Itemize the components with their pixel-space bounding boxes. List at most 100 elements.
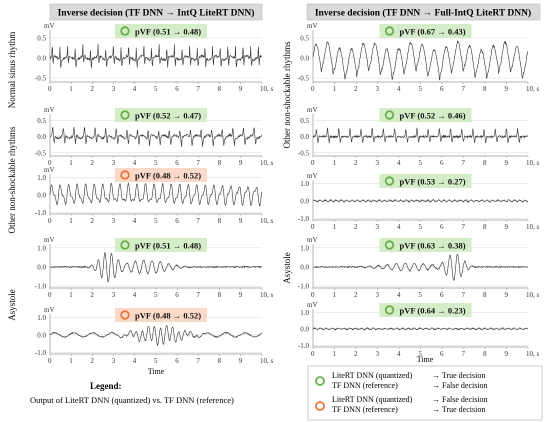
x-tick-label: 9 xyxy=(239,85,243,93)
x-tick-label: 0 xyxy=(48,357,52,365)
x-tick-label: 1 xyxy=(69,85,73,93)
x-tick-label: 1 xyxy=(69,217,73,225)
x-tick-label: 9 xyxy=(239,159,243,167)
green-circle-icon xyxy=(384,305,395,315)
legend-orange-line2-right: → True decision xyxy=(432,405,485,414)
ecg-trace xyxy=(49,252,263,283)
y-tick-label: 1.0 xyxy=(37,314,46,322)
y-tick-label: -1.0 xyxy=(298,283,310,291)
y-tick-label: 0.0 xyxy=(300,133,309,141)
x-tick-label: 3 xyxy=(376,350,380,358)
legend-green-line1-right: → True decision xyxy=(432,371,485,380)
x-tick-label: 6 xyxy=(440,350,444,358)
row-label-other-right: Other non-shockable rhythms xyxy=(282,41,292,148)
panel-right-other-2: 1.0 0.0 -1.0 mV 0 1 2 3 4 5 6 7 8 9 10, s pVF (0.53 → 0… xyxy=(298,172,540,231)
x-tick-label: 8 xyxy=(483,291,487,299)
x-tick-label: 3 xyxy=(376,291,380,299)
left-header-box xyxy=(49,3,263,21)
time-label-left: Time xyxy=(148,367,165,376)
y-tick-label: -1.0 xyxy=(298,342,310,350)
y-tick-label: -1.0 xyxy=(35,283,47,291)
y-tick-label: 0.0 xyxy=(300,197,309,205)
right-header: Inverse decision (TF DNN → Full-IntQ Lit… xyxy=(315,8,531,19)
x-tick-label: 7 xyxy=(462,85,466,93)
unit-label: mV xyxy=(44,166,55,174)
x-tick-label: 6 xyxy=(440,223,444,231)
panel-left-normal-sinus: 0.5 0.0 -0.5 mV 0 1 2 3 4 5 6 7 8 9 10, s pVF (0.51 → 0… xyxy=(35,22,274,93)
y-tick-label: 0.5 xyxy=(300,117,309,125)
x-tick-label: 0 xyxy=(311,223,315,231)
x-tick-label: 7 xyxy=(462,350,466,358)
x-tick-label: 3 xyxy=(112,217,116,225)
ecg-trace xyxy=(49,126,263,147)
y-tick-label: -1.0 xyxy=(298,215,310,223)
left-header: Inverse decision (TF DNN → IntQ LiteRT D… xyxy=(58,8,255,19)
unit-label: mV xyxy=(44,236,55,244)
pvf-badge xyxy=(115,108,207,122)
ecg-trace xyxy=(49,182,263,207)
x-tick-label: 4 xyxy=(133,159,137,167)
x-tick-label: 6 xyxy=(440,159,444,167)
legend-orange-line1-left: LiteRT DNN (quantized) xyxy=(332,395,413,404)
x-tick-label: 1 xyxy=(333,85,337,93)
x-tick-label: 10, s xyxy=(526,159,540,167)
x-tick-label: 9 xyxy=(505,291,509,299)
x-tick-label: 3 xyxy=(376,159,380,167)
green-circle-icon xyxy=(120,26,130,36)
x-tick-label: 0 xyxy=(48,217,52,225)
legend-title: Legend: xyxy=(90,381,122,391)
y-tick-label: 0.5 xyxy=(37,117,46,125)
x-tick-label: 7 xyxy=(196,159,200,167)
panel-right-asystole-2: 1.0 0.0 -1.0 mV 0 1 2 3 4 5 6 7 8 9 10, s pVF (0.64 → 0… xyxy=(298,301,540,358)
x-tick-label: 10, s xyxy=(260,291,274,299)
x-tick-label: 8 xyxy=(483,159,487,167)
pvf-badge-label: pVF (0.48 → 0.52) xyxy=(135,171,201,181)
x-tick-label: 3 xyxy=(376,85,380,93)
x-tick-label: 6 xyxy=(440,85,444,93)
x-tick-label: 7 xyxy=(196,291,200,299)
y-tick-label: -0.5 xyxy=(298,75,310,83)
green-circle-icon xyxy=(384,110,395,120)
x-tick-label: 9 xyxy=(505,350,509,358)
x-tick-label: 8 xyxy=(218,291,222,299)
panel-left-other-1: 0.5 0.0 -0.5 mV 0 1 2 3 4 5 6 7 8 9 10, s pVF (0.52 → 0… xyxy=(35,106,274,167)
x-tick-label: 8 xyxy=(483,223,487,231)
time-label-right: Time xyxy=(417,355,434,364)
x-tick-label: 7 xyxy=(462,223,466,231)
pvf-badge-label: pVF (0.52 → 0.46) xyxy=(400,111,466,121)
y-tick-label: 0.0 xyxy=(37,55,46,63)
x-tick-label: 9 xyxy=(505,223,509,231)
x-tick-label: 3 xyxy=(112,85,116,93)
x-tick-label: 10, s xyxy=(526,291,540,299)
x-tick-label: 10, s xyxy=(526,223,540,231)
y-tick-label: -1.0 xyxy=(35,209,47,217)
legend-green-circle-icon xyxy=(315,376,325,386)
x-tick-label: 2 xyxy=(354,350,358,358)
x-tick-label: 5 xyxy=(154,217,158,225)
unit-label: mV xyxy=(307,301,318,309)
legend-green-line1-left: LiteRT DNN (quantized) xyxy=(332,371,413,380)
legend-green-line2-left: TF DNN (reference) xyxy=(332,381,398,390)
y-tick-label: 0.0 xyxy=(37,331,46,339)
x-tick-label: 8 xyxy=(218,159,222,167)
x-tick-label: 2 xyxy=(90,217,94,225)
orange-circle-icon xyxy=(120,170,130,180)
pvf-badge-label: pVF (0.51 → 0.48) xyxy=(135,241,201,251)
row-label-other-left: Other non-shockable rhythms xyxy=(7,126,17,233)
panels-group: 0.5 0.0 -0.5 mV 0 1 2 3 4 5 6 7 8 9 10, s pVF (0.51 → 0… xyxy=(35,22,540,365)
ecg-trace xyxy=(312,40,529,81)
x-tick-label: 3 xyxy=(112,291,116,299)
pvf-badge xyxy=(115,308,207,322)
x-tick-label: 6 xyxy=(175,159,179,167)
y-tick-label: 0.5 xyxy=(300,35,309,43)
unit-label: mV xyxy=(307,22,318,30)
x-tick-label: 5 xyxy=(419,291,423,299)
x-tick-label: 10, s xyxy=(260,217,274,225)
ecg-trace xyxy=(312,327,529,331)
y-tick-label: 0.0 xyxy=(37,191,46,199)
x-tick-label: 4 xyxy=(397,350,401,358)
x-tick-label: 10, s xyxy=(260,85,274,93)
green-circle-icon xyxy=(384,26,395,36)
pvf-badge-label: pVF (0.52 → 0.47) xyxy=(135,111,201,121)
x-tick-label: 7 xyxy=(196,85,200,93)
